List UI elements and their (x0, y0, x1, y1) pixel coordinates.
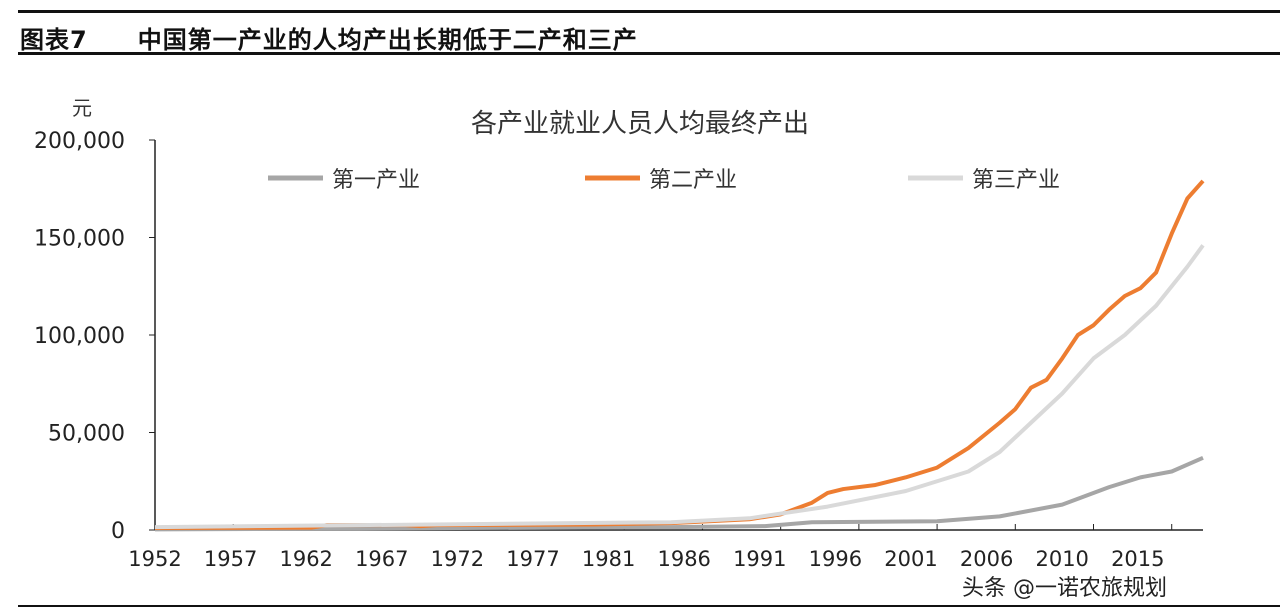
legend-label-1: 第一产业 (332, 168, 420, 193)
legend-label-3: 第三产业 (972, 168, 1060, 193)
figure-title-text: 中国第一产业的人均产出长期低于二产和三产 (137, 26, 638, 54)
watermark: 头条 @一诺农旅规划 (962, 576, 1167, 601)
x-tick-label: 1962 (279, 547, 332, 571)
x-tick-label: 2010 (1035, 547, 1088, 571)
chart-title: 各产业就业人员人均最终产出 (471, 109, 809, 139)
figure-title: 图表7 中国第一产业的人均产出长期低于二产和三产 (20, 20, 638, 55)
figure-label: 图表7 (20, 26, 88, 54)
x-tick-label: 1986 (657, 547, 710, 571)
y-tick-label: 50,000 (48, 422, 125, 447)
x-tick-label: 1972 (431, 547, 484, 571)
y-tick-label: 0 (111, 519, 125, 544)
bottom-rule (18, 605, 1280, 607)
top-rule (18, 10, 1280, 13)
title-rule (18, 52, 1280, 55)
series-line-3 (154, 244, 1205, 530)
x-tick-label: 1981 (582, 547, 635, 571)
x-tick-label: 1991 (733, 547, 786, 571)
x-tick-label: 1957 (204, 547, 257, 571)
x-tick-label: 2015 (1111, 547, 1164, 571)
x-tick-label: 1952 (128, 547, 181, 571)
series-line-1 (154, 456, 1204, 532)
y-tick-label: 200,000 (34, 129, 125, 154)
legend-label-2: 第二产业 (649, 168, 737, 193)
series-line-2 (154, 179, 1205, 531)
x-tick-label: 1967 (355, 547, 408, 571)
y-tick-label: 150,000 (34, 227, 125, 252)
x-tick-label: 2001 (884, 547, 937, 571)
x-tick-label: 1977 (506, 547, 559, 571)
x-tick-label: 1996 (809, 547, 862, 571)
y-tick-label: 100,000 (34, 324, 125, 349)
x-tick-label: 2006 (960, 547, 1013, 571)
y-axis-unit: 元 (72, 96, 92, 120)
